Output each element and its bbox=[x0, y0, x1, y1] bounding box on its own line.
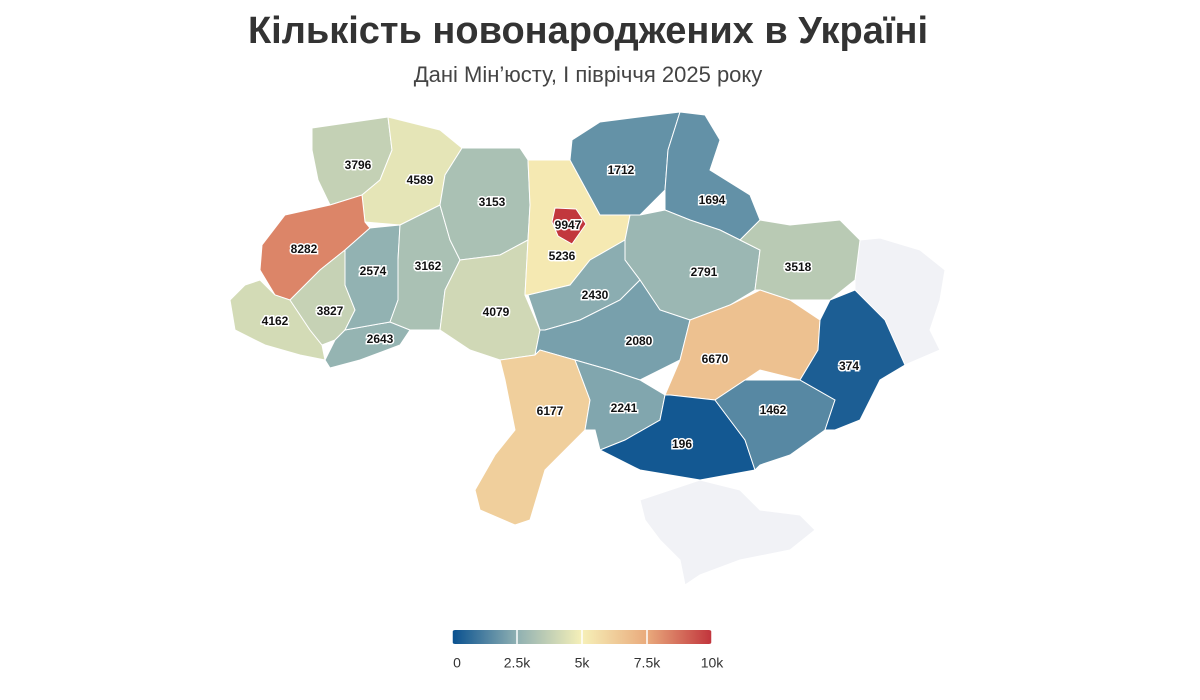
chart-subtitle: Дані Мін’юсту, І півріччя 2025 року bbox=[414, 62, 763, 87]
colorbar-tick-label: 7.5k bbox=[634, 655, 661, 671]
value-label: 196 bbox=[672, 437, 692, 451]
value-label: 1712 bbox=[608, 163, 635, 177]
value-label: 9947 bbox=[555, 218, 582, 232]
colorbar-tick-label: 10k bbox=[701, 655, 725, 671]
value-label: 2430 bbox=[582, 288, 609, 302]
value-label: 4162 bbox=[262, 314, 289, 328]
colorbar-tick-label: 5k bbox=[575, 655, 591, 671]
value-label: 374 bbox=[839, 359, 859, 373]
value-label: 4079 bbox=[483, 305, 510, 319]
value-label: 5236 bbox=[549, 249, 576, 263]
value-label: 2241 bbox=[611, 401, 638, 415]
no-data-region bbox=[854, 237, 946, 366]
value-label: 4589 bbox=[407, 173, 434, 187]
value-label: 1462 bbox=[760, 403, 787, 417]
value-label: 2791 bbox=[691, 265, 718, 279]
value-label: 3518 bbox=[785, 260, 812, 274]
colorbar-tick-label: 2.5k bbox=[504, 655, 531, 671]
region bbox=[229, 279, 326, 361]
value-label: 3827 bbox=[317, 304, 344, 318]
chart-title: Кількість новонароджених в Україні bbox=[248, 10, 928, 52]
value-label: 3153 bbox=[479, 195, 506, 209]
region bbox=[474, 349, 591, 526]
no-data-region bbox=[639, 479, 816, 586]
value-label: 2643 bbox=[367, 332, 394, 346]
value-label: 2080 bbox=[626, 334, 653, 348]
value-label: 3796 bbox=[345, 158, 372, 172]
value-label: 3162 bbox=[415, 259, 442, 273]
value-label: 8282 bbox=[291, 242, 318, 256]
region bbox=[551, 207, 587, 245]
value-label: 2574 bbox=[360, 264, 387, 278]
region bbox=[799, 289, 906, 431]
colorbar-tick-label: 0 bbox=[453, 655, 461, 671]
value-label: 1694 bbox=[699, 193, 726, 207]
region bbox=[739, 219, 861, 301]
value-label: 6177 bbox=[537, 404, 564, 418]
value-label: 6670 bbox=[702, 352, 729, 366]
